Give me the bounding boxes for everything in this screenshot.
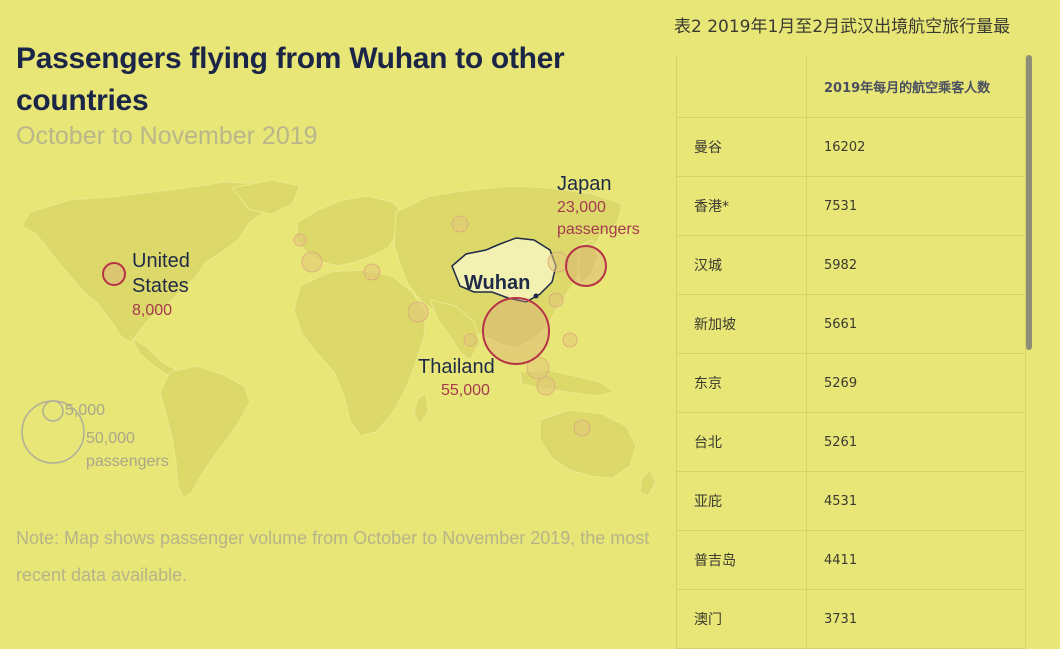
japan-shape	[577, 239, 599, 285]
world-map	[21, 179, 657, 499]
label-thailand: Thailand	[418, 356, 495, 378]
bubble-europe-1	[301, 251, 323, 273]
new-zealand-shape	[639, 469, 657, 497]
map-note: Note: Map shows passenger volume from Oc…	[16, 528, 650, 585]
bubble-taiwan	[548, 292, 564, 308]
table-row: 澳门 3731	[677, 590, 1025, 649]
table-row: 普吉岛 4411	[677, 531, 1025, 590]
map-panel: Passengers flying from Wuhan to other co…	[16, 42, 657, 585]
bubble-singapore	[526, 356, 550, 380]
china-outline	[451, 237, 557, 303]
bubble-india	[463, 333, 477, 347]
table-row: 台北 5261	[677, 413, 1025, 472]
table-scrollbar[interactable]	[1026, 55, 1032, 350]
south-america-shape	[159, 365, 251, 499]
city-cell: 台北	[677, 413, 807, 471]
value-cell: 4411	[824, 552, 858, 568]
bubble-australia	[573, 419, 591, 437]
city-cell: 曼谷	[677, 118, 807, 176]
city-cell: 普吉岛	[677, 531, 807, 589]
header-city-cell	[677, 55, 807, 117]
table-row: 曼谷 16202	[677, 118, 1025, 177]
value-cell: 5661	[824, 316, 858, 332]
bubble-korea	[547, 251, 569, 273]
north-america-shape	[21, 181, 286, 343]
table-row: 香港* 7531	[677, 177, 1025, 236]
value-cell: 5982	[824, 257, 858, 273]
table-row: 东京 5269	[677, 354, 1025, 413]
value-cell: 7531	[824, 198, 858, 214]
legend-large-value: 50,000	[86, 430, 135, 447]
table-panel: 表2 2019年1月至2月武汉出境航空旅行量最 2019年每月的航空乘客人数 曼…	[660, 0, 1060, 649]
wuhan-marker	[533, 293, 539, 299]
bubble-europe-2	[363, 263, 381, 281]
australia-shape	[539, 409, 637, 479]
value-japan: 23,000 passengers	[557, 199, 640, 238]
central-america-shape	[130, 336, 177, 377]
greenland-shape	[231, 179, 301, 215]
bubble-thailand	[482, 297, 550, 365]
label-united-states: United States	[132, 250, 190, 297]
table-header-row: 2019年每月的航空乘客人数	[677, 55, 1025, 118]
legend-small-value: 5,000	[65, 402, 106, 419]
wuhan-label: Wuhan	[464, 272, 531, 294]
city-cell: 汉城	[677, 236, 807, 294]
table-row: 汉城 5982	[677, 236, 1025, 295]
city-cell: 香港*	[677, 177, 807, 235]
header-passengers-cell: 2019年每月的航空乘客人数	[824, 80, 991, 96]
africa-shape	[293, 269, 427, 437]
table-row: 新加坡 5661	[677, 295, 1025, 354]
table-title: 表2 2019年1月至2月武汉出境航空旅行量最	[674, 17, 1011, 37]
bubble-japan	[565, 245, 607, 287]
table-row: 亚庇 4531	[677, 472, 1025, 531]
city-cell: 澳门	[677, 590, 807, 648]
value-cell: 16202	[824, 139, 866, 155]
city-cell: 亚庇	[677, 472, 807, 530]
value-cell: 5269	[824, 375, 858, 391]
value-cell: 3731	[824, 611, 858, 627]
madagascar-shape	[413, 393, 429, 425]
value-cell: 5261	[824, 434, 858, 450]
value-cell: 4531	[824, 493, 858, 509]
bubble-malaysia	[536, 376, 556, 396]
bubble-united-states	[102, 262, 126, 286]
bubble-philippines	[562, 332, 578, 348]
passenger-table: 2019年每月的航空乘客人数 曼谷 16202 香港* 7531 汉城 5982…	[676, 55, 1026, 649]
label-japan: Japan	[557, 173, 612, 195]
bubble-russia	[451, 215, 469, 233]
value-united-states: 8,000	[132, 302, 173, 319]
value-thailand: 55,000	[441, 382, 490, 399]
map-subtitle: October to November 2019	[16, 122, 318, 150]
city-cell: 新加坡	[677, 295, 807, 353]
legend-unit: passengers	[86, 453, 169, 470]
city-cell: 东京	[677, 354, 807, 412]
legend-circle-small	[42, 400, 64, 422]
map-title: Passengers flying from Wuhan to other co…	[16, 42, 565, 117]
bubble-europe-3	[293, 233, 307, 247]
bubble-middle-east	[407, 301, 429, 323]
